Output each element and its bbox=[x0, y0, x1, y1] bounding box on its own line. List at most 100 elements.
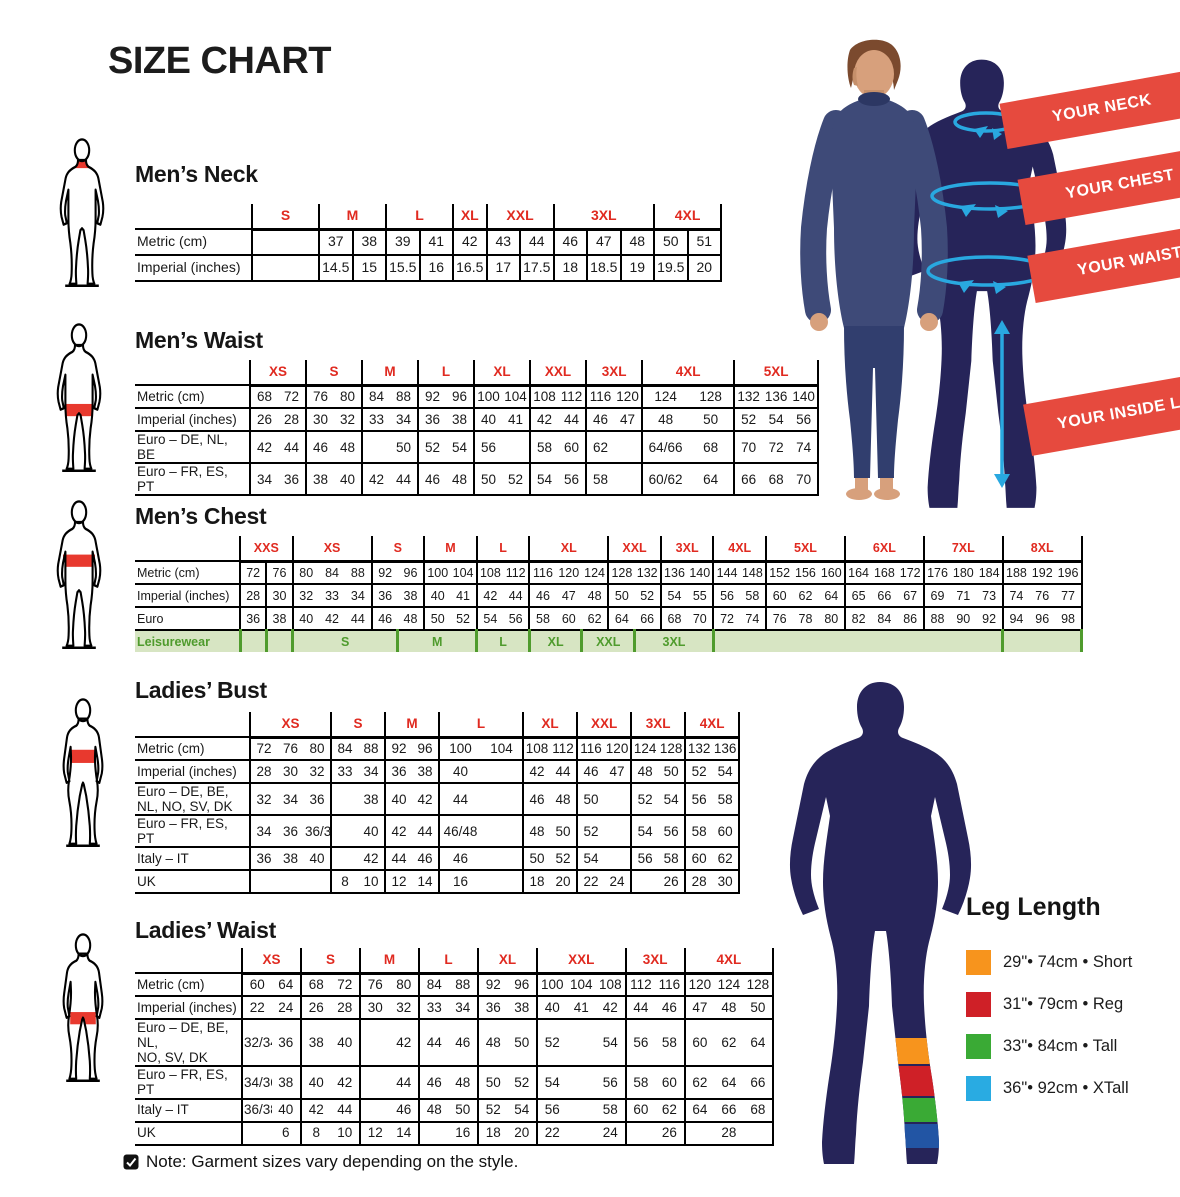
cell: 80 bbox=[389, 972, 420, 996]
cell: 17 bbox=[485, 254, 521, 282]
cell: 70 bbox=[733, 429, 763, 464]
size-header-xxl: XXL bbox=[536, 948, 626, 975]
cell: 40 bbox=[271, 1097, 302, 1122]
row-label: Imperial (inches) bbox=[135, 759, 250, 783]
cell: 62 bbox=[712, 846, 741, 871]
cell bbox=[264, 629, 293, 652]
section-title: Ladies’ Waist bbox=[135, 917, 276, 943]
cell: 41 bbox=[502, 407, 531, 431]
cell: 38 bbox=[446, 407, 475, 431]
cell: 112 bbox=[550, 736, 578, 760]
cell: 48 bbox=[477, 1017, 508, 1067]
cell: 54 bbox=[536, 1065, 567, 1099]
cell: 188 bbox=[1001, 560, 1030, 584]
cell: 44 bbox=[278, 429, 307, 464]
cell: 51 bbox=[686, 228, 723, 255]
cell: 54 bbox=[762, 407, 791, 431]
section-mens-chest: Men’s Chest XXS XS S M L XL XXL 3XL 4XL 5XL 6XL 7XL… bbox=[135, 502, 1084, 652]
mens-chest-table: XXS XS S M L XL XXL 3XL 4XL 5XL 6XL 7XL 8XL Metric (c… bbox=[135, 536, 1084, 652]
size-header-xs: XS bbox=[291, 536, 372, 563]
cell bbox=[502, 429, 531, 464]
cell: 36/38 bbox=[304, 814, 332, 848]
size-header-l: L bbox=[475, 536, 530, 563]
cell: 66 bbox=[634, 606, 661, 630]
cell bbox=[481, 846, 524, 871]
row-label-header bbox=[135, 948, 242, 973]
cell: 46 bbox=[389, 1097, 420, 1122]
cell: 54 bbox=[659, 583, 688, 607]
cell bbox=[604, 846, 632, 871]
cell: 41 bbox=[566, 995, 597, 1019]
cell: 42 bbox=[300, 1097, 331, 1122]
cell: 28 bbox=[238, 583, 267, 607]
section-title: Men’s Neck bbox=[135, 161, 258, 187]
cell: 44 bbox=[330, 1097, 361, 1122]
cell: 84 bbox=[318, 560, 346, 584]
cell: 44 bbox=[418, 1017, 449, 1067]
size-header-xxl: XXL bbox=[529, 360, 587, 387]
cell: 120 bbox=[614, 384, 643, 408]
cell: 34 bbox=[390, 407, 419, 431]
cell: 96 bbox=[397, 560, 425, 584]
cell: 44 bbox=[624, 995, 656, 1019]
cell: 15.5 bbox=[385, 254, 420, 282]
legend-swatch bbox=[966, 1034, 991, 1059]
cell: 38 bbox=[300, 1017, 331, 1067]
cell: 47 bbox=[614, 407, 643, 431]
cell: 68 bbox=[249, 384, 278, 408]
cell: 16.5 bbox=[452, 254, 487, 282]
cell: 50 bbox=[607, 583, 635, 607]
legend-label: 36"• 92cm • XTall bbox=[1003, 1079, 1129, 1097]
cell: 88 bbox=[922, 606, 951, 630]
cell: 58 bbox=[596, 1097, 626, 1122]
section-title: Men’s Chest bbox=[135, 503, 267, 529]
cell: 44 bbox=[558, 407, 587, 431]
cell: 30 bbox=[712, 869, 741, 895]
row-label: Imperial (inches) bbox=[135, 254, 252, 282]
cell: 104 bbox=[566, 972, 597, 996]
cell: 140 bbox=[687, 560, 714, 584]
cell: 52 bbox=[634, 583, 661, 607]
size-header-xxl: XXL bbox=[607, 536, 661, 563]
cell: 56 bbox=[790, 407, 820, 431]
cell: 50 bbox=[448, 1097, 479, 1122]
cell: 56 bbox=[596, 1065, 626, 1099]
cell: 36 bbox=[477, 995, 508, 1019]
row-label-header bbox=[135, 712, 250, 737]
cell: 50 bbox=[390, 429, 419, 464]
cell: 88 bbox=[448, 972, 479, 996]
cell: 47 bbox=[555, 583, 582, 607]
cell: 76 bbox=[359, 972, 390, 996]
measurement-illustration bbox=[800, 39, 1067, 508]
size-header-s: S bbox=[251, 204, 319, 231]
size-header-5xl: 5XL bbox=[765, 536, 845, 563]
cell: 100 bbox=[473, 384, 503, 408]
cell: 50 bbox=[477, 1065, 508, 1099]
cell: 56 bbox=[658, 814, 686, 848]
cell: 33 bbox=[418, 995, 449, 1019]
cell: 46 bbox=[522, 781, 551, 816]
cell: 54 bbox=[630, 814, 659, 848]
cell: 42 bbox=[358, 846, 386, 871]
cell: 116 bbox=[585, 384, 615, 408]
cell bbox=[614, 462, 643, 497]
figure-female-bust-icon bbox=[51, 698, 115, 858]
cell: 52 bbox=[536, 1017, 567, 1067]
cell: 58 bbox=[529, 429, 559, 464]
cell bbox=[481, 781, 524, 816]
size-header-m: M bbox=[423, 536, 477, 563]
cell: 148 bbox=[739, 560, 767, 584]
cell: 90 bbox=[950, 606, 977, 630]
cell: 74 bbox=[1001, 583, 1030, 607]
row-label: Metric (cm) bbox=[135, 972, 242, 996]
cell: 128 bbox=[688, 384, 735, 408]
cell: 172 bbox=[897, 560, 924, 584]
cell: 80 bbox=[291, 560, 319, 584]
cell: 44 bbox=[345, 606, 372, 630]
cell: 96 bbox=[412, 736, 440, 760]
cell: 12 bbox=[359, 1120, 390, 1146]
cell: 60 bbox=[712, 814, 741, 848]
cell: 192 bbox=[1029, 560, 1056, 584]
mens-neck-table: S M L XL XXL 3XL 4XL Metric (cm) 37 38 39 41 42 43 44 4… bbox=[135, 204, 723, 282]
cell: 108 bbox=[596, 972, 626, 996]
